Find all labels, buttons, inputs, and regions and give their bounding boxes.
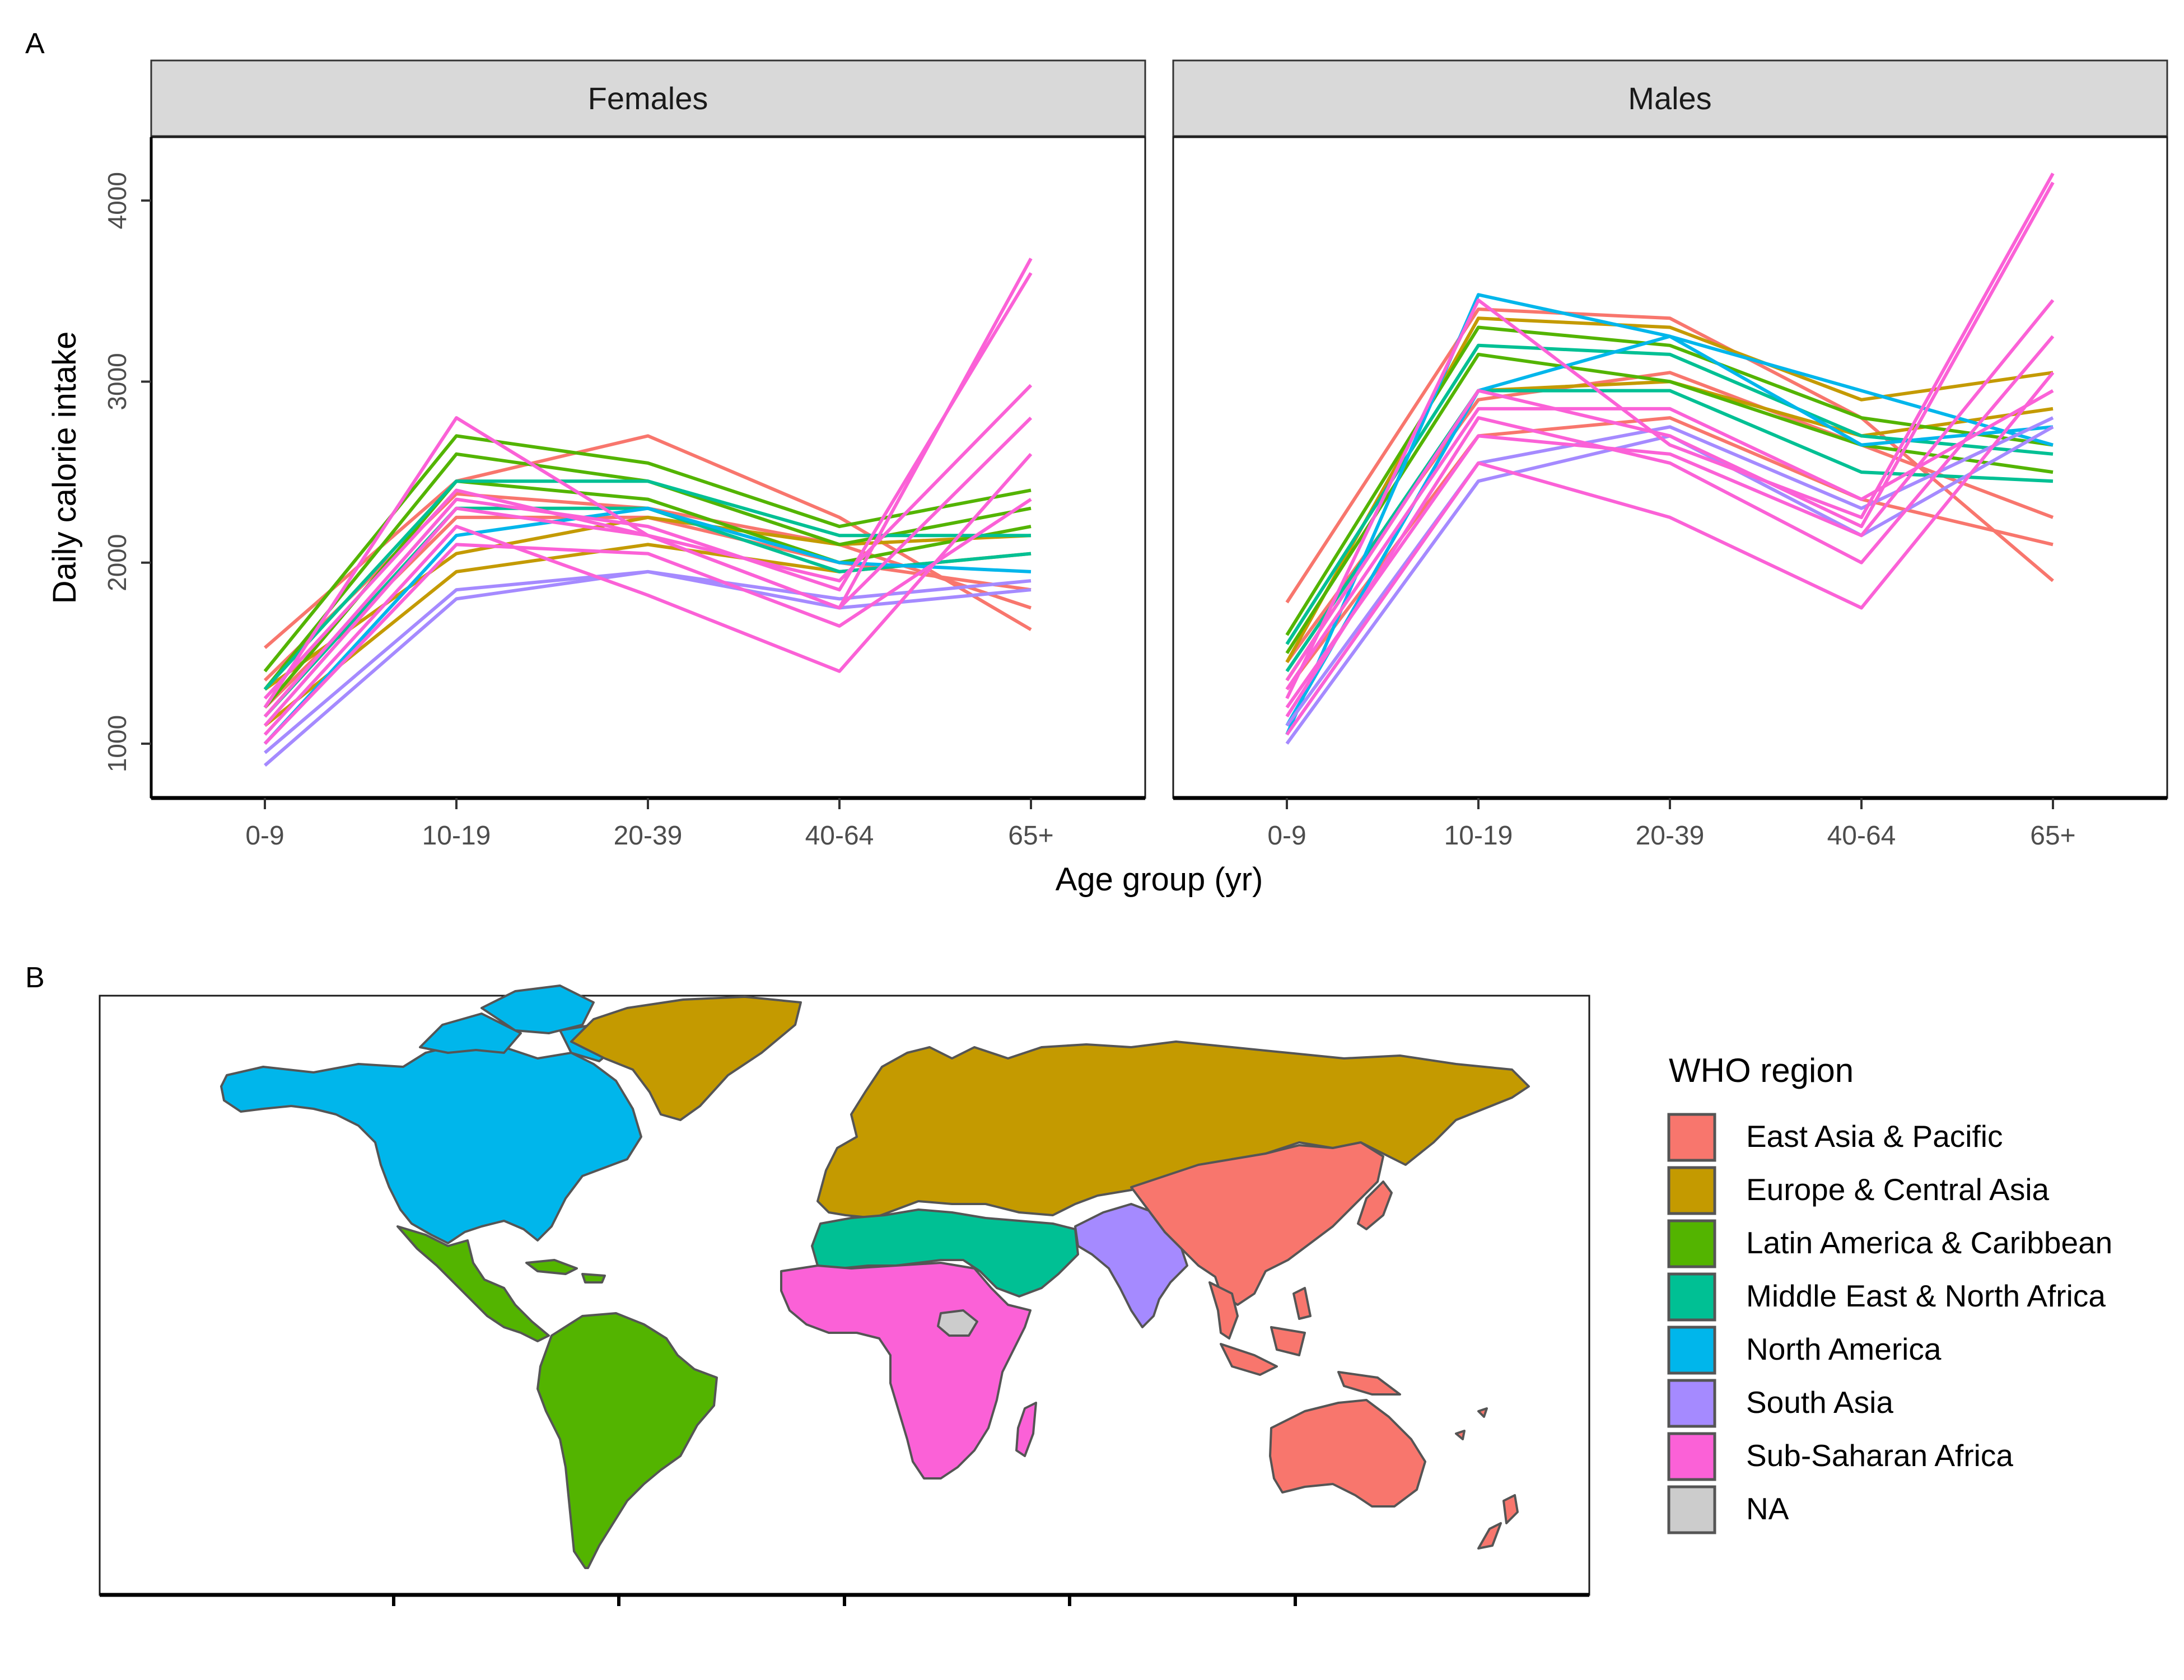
- map-region-east-asia: [1130, 1141, 1384, 1306]
- series-line-males-35: [1285, 335, 2055, 718]
- map-region-middle-east-north-africa: [811, 1208, 1079, 1298]
- map-region-southeast-asia: [1208, 1281, 1312, 1376]
- legend-swatch-3: [1667, 1272, 1716, 1322]
- series-line-males-36: [1285, 371, 2055, 736]
- map-region-na: [937, 1309, 978, 1337]
- x-tick-label-females-2: 20-39: [614, 821, 683, 851]
- series-line-females-16: [263, 416, 1033, 727]
- y-axis-title: Daily calorie intake: [46, 332, 83, 604]
- legend-swatch-7: [1667, 1485, 1716, 1534]
- series-line-females-12: [264, 570, 1032, 754]
- series-line-females-10: [263, 506, 1032, 745]
- axes: 1000 2000 3000 4000 0-9 10-19 20-39 40-64 65+ 0-9…: [102, 172, 2076, 851]
- map-region-new-guinea: [1337, 1371, 1401, 1396]
- series-line-females-8: [263, 479, 1031, 691]
- series-line-males-25: [1285, 352, 2054, 655]
- map-region-new-zealand: [1477, 1494, 1519, 1550]
- map-region-central-america: [396, 1225, 550, 1342]
- series-line-males-19: [1285, 307, 2054, 604]
- strip-females: [150, 59, 1146, 137]
- map-region-caribbean: [525, 1259, 606, 1284]
- world-map: [220, 984, 1530, 1569]
- legend: East Asia & Pacific Europe & Central Asia…: [1667, 1113, 2112, 1534]
- legend-label-6: Sub-Saharan Africa: [1746, 1438, 2013, 1473]
- strip-label-males: Males: [1628, 81, 1711, 116]
- x-tick-label-males-3: 40-64: [1827, 821, 1896, 851]
- legend-label-7: NA: [1746, 1491, 1789, 1526]
- legend-label-1: Europe & Central Asia: [1746, 1172, 2050, 1207]
- x-axis-title: Age group (yr): [1056, 861, 1263, 898]
- x-tick-label-males-0: 0-9: [1267, 821, 1306, 851]
- map-region-europe-central-asia: [816, 1040, 1530, 1219]
- map-region-pacific-islands: [1455, 1407, 1488, 1440]
- legend-label-5: South Asia: [1746, 1385, 1893, 1420]
- legend-swatch-2: [1667, 1219, 1716, 1268]
- series-line-females-18: [263, 498, 1032, 745]
- legend-label-2: Latin America & Caribbean: [1746, 1225, 2112, 1260]
- strip-label-females: Females: [588, 81, 708, 116]
- legend-label-4: North America: [1746, 1332, 1942, 1366]
- panel-a-label: A: [25, 27, 45, 60]
- series-line-males-37: [1285, 389, 2054, 690]
- legend-swatch-5: [1667, 1379, 1716, 1428]
- series-line-females-17: [263, 452, 1033, 736]
- series-line-females-14: [263, 272, 1033, 718]
- series-line-males-32: [1285, 172, 2055, 699]
- map-region-japan: [1357, 1180, 1393, 1230]
- panel-b-label: B: [25, 962, 45, 994]
- x-tick-label-females-4: 65+: [1008, 821, 1053, 851]
- legend-swatch-1: [1667, 1166, 1716, 1215]
- y-tick-label-0: 1000: [102, 715, 132, 772]
- map-region-greenland: [570, 996, 802, 1121]
- legend-title: WHO region: [1669, 1052, 1854, 1089]
- map-region-australia: [1269, 1399, 1426, 1508]
- lines-females: [263, 258, 1033, 767]
- x-tick-label-males-4: 65+: [2030, 821, 2075, 851]
- legend-swatch-4: [1667, 1326, 1716, 1375]
- legend-label-3: Middle East & North Africa: [1746, 1278, 2106, 1313]
- series-line-females-0: [264, 434, 1032, 649]
- y-tick-label-1: 2000: [102, 534, 132, 591]
- map-region-south-asia: [1074, 1203, 1188, 1328]
- map-axis-ticks: [392, 1595, 1297, 1606]
- series-line-females-7: [263, 479, 1032, 709]
- x-tick-label-males-1: 10-19: [1444, 821, 1513, 851]
- x-tick-label-females-3: 40-64: [805, 821, 874, 851]
- x-tick-label-females-0: 0-9: [245, 821, 284, 851]
- series-line-males-31: [1285, 416, 2054, 727]
- strip-males: [1172, 59, 2168, 137]
- legend-swatch-6: [1667, 1432, 1716, 1481]
- y-tick-label-3: 4000: [102, 172, 132, 229]
- x-tick-label-females-1: 10-19: [422, 821, 491, 851]
- lines-males: [1285, 172, 2055, 745]
- series-line-males-33: [1285, 181, 2055, 682]
- plot-panel-males: [1172, 136, 2168, 799]
- series-line-males-34: [1285, 299, 2055, 709]
- x-tick-label-males-2: 20-39: [1636, 821, 1705, 851]
- series-line-females-3: [264, 515, 1032, 691]
- map-region-madagascar: [1015, 1402, 1037, 1457]
- map-region-south-america: [536, 1312, 718, 1569]
- legend-swatch-0: [1667, 1113, 1716, 1162]
- legend-label-0: East Asia & Pacific: [1746, 1119, 2003, 1154]
- y-tick-label-2: 3000: [102, 353, 132, 410]
